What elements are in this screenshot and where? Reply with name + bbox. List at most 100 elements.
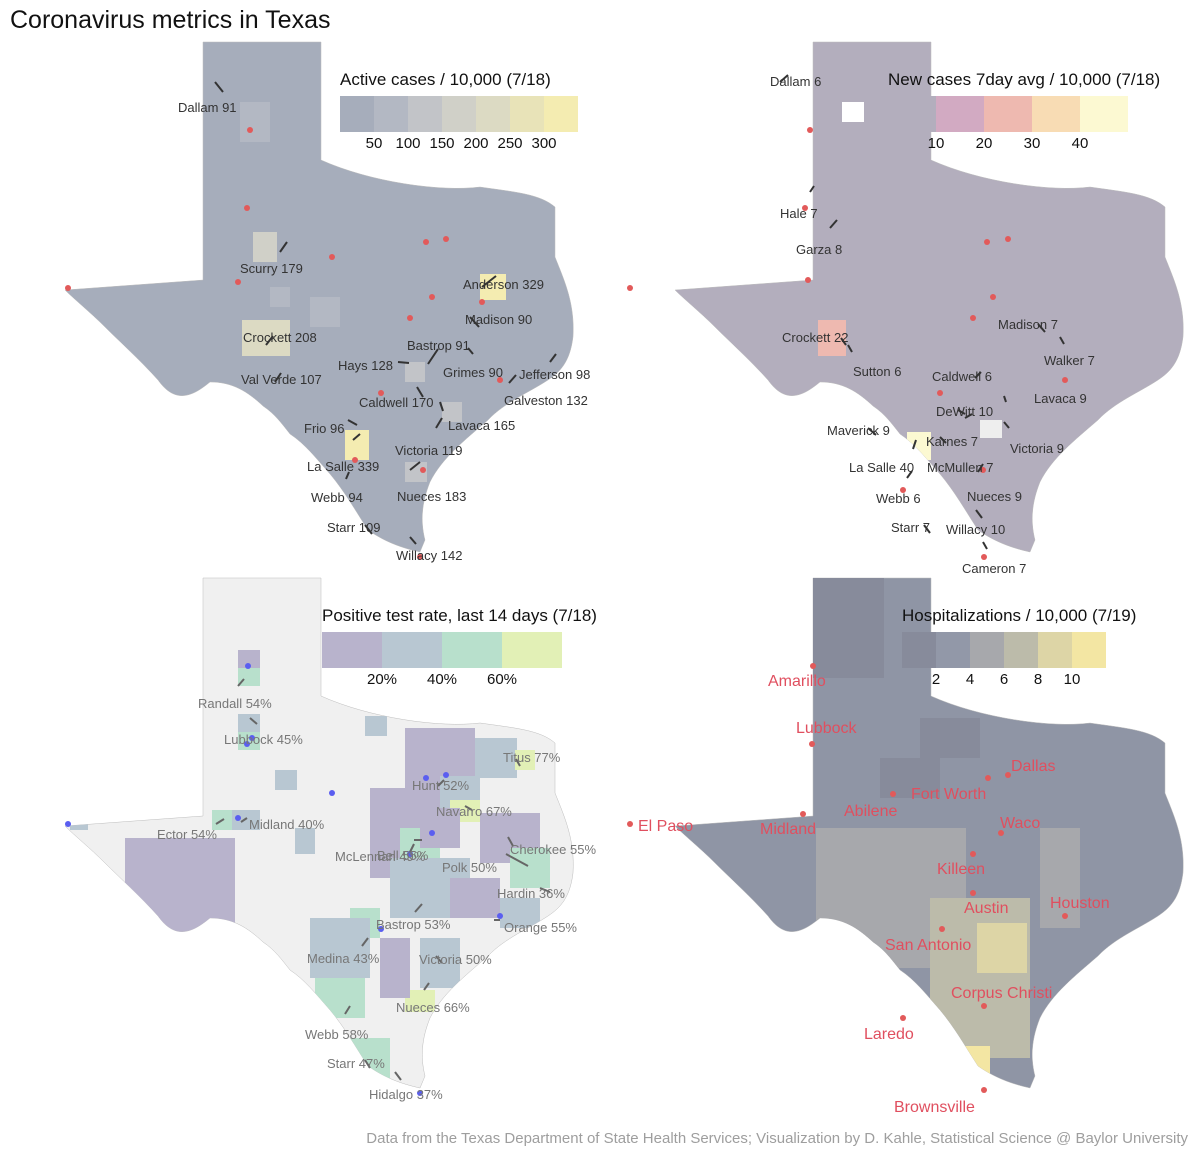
positive-test-rate-legend: Positive test rate, last 14 days (7/18) …	[322, 606, 597, 690]
county-region	[310, 297, 340, 327]
leader-line	[394, 1071, 402, 1081]
leader-line	[435, 955, 443, 964]
legend-tick-label: 30	[1023, 135, 1041, 152]
county-label: Hays 128	[338, 358, 393, 373]
county-label: Garza 8	[796, 242, 842, 257]
leader-line	[435, 417, 443, 429]
county-label: Crockett 22	[782, 330, 848, 345]
leader-line	[912, 439, 917, 450]
leader-line	[974, 371, 982, 379]
city-dot	[990, 294, 996, 300]
city-dot	[235, 815, 241, 821]
city-label: Fort Worth	[911, 786, 986, 803]
county-label: La Salle 339	[307, 459, 379, 474]
legend-swatch	[510, 96, 544, 132]
city-dot	[900, 1015, 906, 1021]
county-label: Willacy 142	[396, 548, 462, 563]
legend-tick-label: 200	[463, 135, 489, 152]
leader-line	[867, 427, 877, 436]
county-label: Caldwell 170	[359, 395, 433, 410]
county-label: Willacy 10	[946, 522, 1005, 537]
county-label: Randall 54%	[198, 696, 272, 711]
county-region	[380, 938, 410, 998]
legend-swatch	[544, 96, 578, 132]
county-region	[920, 718, 980, 758]
leader-line	[364, 1059, 371, 1069]
legend-swatch	[442, 632, 502, 668]
legend-tick-label: 4	[965, 671, 975, 688]
leader-line	[505, 853, 529, 867]
county-label: Nueces 183	[397, 489, 466, 504]
legend-tick-label: 300	[531, 135, 557, 152]
county-label: La Salle 40	[849, 460, 914, 475]
county-label: McLennan 49%	[335, 849, 426, 864]
leader-line	[214, 81, 224, 93]
county-region	[240, 102, 270, 142]
leader-line	[274, 372, 282, 383]
active-cases-legend-title: Active cases / 10,000 (7/18)	[340, 70, 551, 89]
leader-line	[1059, 336, 1065, 345]
city-label: Abilene	[844, 803, 897, 820]
city-dot	[417, 1090, 423, 1096]
city-dot	[627, 285, 633, 291]
city-dot	[443, 772, 449, 778]
hospitalizations-map-panel: Amarillo Lubbock Dallas Fort Worth Abilene El…	[620, 577, 1200, 1118]
legend-tick-label: 2	[931, 671, 941, 688]
city-dot	[423, 239, 429, 245]
county-region	[275, 770, 297, 790]
new-cases-legend-title: New cases 7day avg / 10,000 (7/18)	[888, 70, 1161, 89]
legend-swatch	[888, 96, 936, 132]
county-label: Hunt 52%	[412, 778, 470, 793]
city-dot	[407, 851, 413, 857]
texas-outline	[674, 41, 1184, 553]
county-label: Grimes 90	[443, 365, 503, 380]
county-label: Bastrop 91	[407, 338, 470, 353]
legend-swatch	[476, 96, 510, 132]
city-label: Midland	[760, 821, 816, 838]
leader-line	[975, 509, 983, 519]
county-label: Sutton 6	[853, 364, 901, 379]
county-region	[1040, 828, 1080, 928]
city-dot	[810, 663, 816, 669]
county-label: Webb 58%	[305, 1027, 369, 1042]
leader-line	[423, 982, 430, 991]
county-region	[345, 430, 369, 460]
county-label: Anderson 329	[463, 277, 544, 292]
county-label: Karnes 7	[926, 434, 978, 449]
county-region	[405, 362, 425, 382]
county-label: Nueces 9	[967, 489, 1022, 504]
legend-tick-label: 10	[1063, 671, 1081, 688]
city-dot	[1005, 236, 1011, 242]
leader-line	[906, 470, 913, 479]
city-dot	[329, 790, 335, 796]
city-label: Laredo	[864, 1026, 914, 1043]
leader-line	[464, 805, 473, 811]
county-label: Frio 96	[304, 421, 344, 436]
legend-swatch	[502, 632, 562, 668]
legend-swatch	[340, 96, 374, 132]
county-label: Nueces 66%	[396, 1000, 470, 1015]
leader-line	[345, 471, 350, 480]
county-label: Ector 54%	[157, 827, 217, 842]
city-dot	[970, 851, 976, 857]
leader-line	[829, 219, 838, 229]
county-label: Navarro 67%	[436, 804, 512, 819]
leader-line	[1003, 395, 1007, 403]
leader-line	[840, 337, 847, 346]
active-cases-map-panel: Dallam 91 Scurry 179 Anderson 329 Madison 9…	[10, 41, 590, 582]
city-dot	[329, 254, 335, 260]
positive-test-rate-map: Randall 54% Lubbock 45% Titus 77% Hunt 52% N…	[64, 577, 596, 1102]
legend-swatch	[374, 96, 408, 132]
county-label: Val Verde 107	[241, 372, 322, 387]
county-label: Maverick 9	[827, 423, 890, 438]
county-region	[238, 668, 260, 686]
legend-swatch	[408, 96, 442, 132]
legend-tick-label: 100	[395, 135, 421, 152]
county-region	[242, 320, 290, 356]
city-dot	[249, 735, 255, 741]
leader-line	[427, 348, 439, 365]
county-region	[315, 978, 365, 1018]
legend-colorbar	[322, 632, 597, 668]
page-title: Coronavirus metrics in Texas	[10, 6, 331, 34]
legend-tick-label: 50	[365, 135, 383, 152]
